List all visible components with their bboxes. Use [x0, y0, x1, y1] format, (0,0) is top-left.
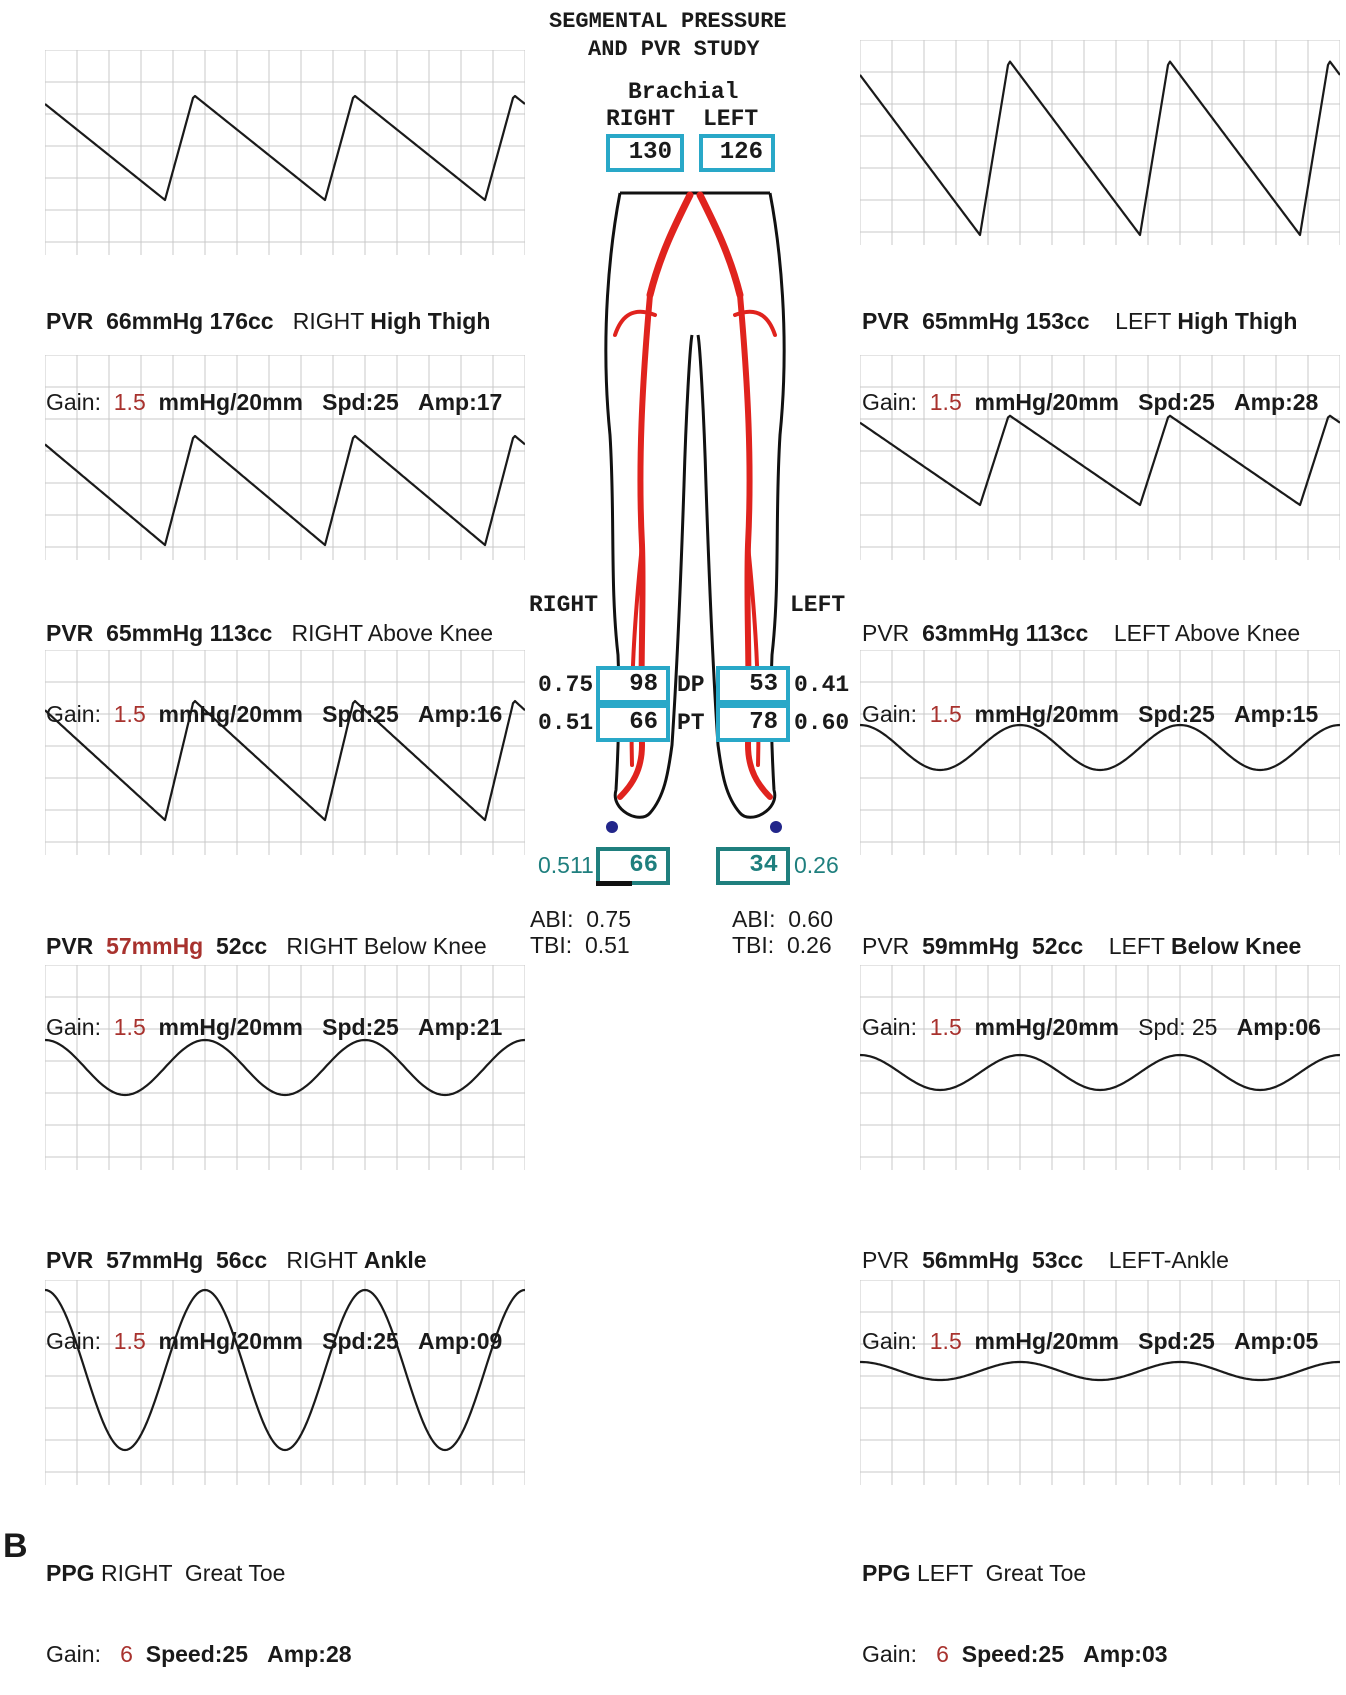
grid-lines: [860, 965, 1340, 1170]
grid-lines: [860, 1280, 1340, 1485]
caption-left-below-knee: PVR 59mmHg 52cc LEFT Below Knee Gain: 1.…: [862, 933, 1321, 1040]
waveform-right-above-knee: [45, 355, 525, 560]
brachial-left-label: LEFT: [703, 106, 759, 132]
right-tbi: TBI: 0.51: [530, 932, 630, 958]
grid-lines: [45, 50, 525, 255]
waveform-svg: [45, 50, 525, 255]
pulse-trace: [45, 94, 525, 202]
pulse-trace: [45, 1038, 525, 1097]
caption-right-above-knee: PVR 65mmHg 113cc RIGHT Above Knee Gain: …: [46, 620, 503, 727]
waveform-left-above-knee: [860, 355, 1340, 560]
title-line-1: SEGMENTAL PRESSURE: [549, 9, 787, 34]
brachial-left-value: 126: [699, 134, 775, 172]
grid-lines: [45, 965, 525, 1170]
right-toe-index: 0.511: [538, 852, 594, 878]
caption-left-ankle: PVR 56mmHg 53cc LEFT-Ankle Gain: 1.5 mmH…: [862, 1247, 1319, 1354]
dp-label: DP: [677, 672, 705, 698]
figure-label: B: [3, 1527, 28, 1565]
waveform-left-ankle: [860, 965, 1340, 1170]
left-tbi: TBI: 0.26: [732, 932, 832, 958]
right-dp-index: 0.75: [538, 672, 594, 698]
caption-right-ankle: PVR 57mmHg 56cc RIGHT Ankle Gain: 1.5 mm…: [46, 1247, 503, 1354]
right-dp-pressure: 98: [596, 666, 670, 704]
right-toe-sensor-icon: [606, 821, 618, 833]
pt-label: PT: [677, 710, 705, 736]
waveform-svg: [860, 1280, 1340, 1485]
waveform-svg: [45, 1280, 525, 1485]
title-line-2: AND PVR STUDY: [588, 37, 760, 62]
caption-right-below-knee: PVR 57mmHg 52cc RIGHT Below Knee Gain: 1…: [46, 933, 503, 1040]
brachial-right-value: 130: [606, 134, 684, 172]
caption-left-above-knee: PVR 63mmHg 113cc LEFT Above Knee Gain: 1…: [862, 620, 1319, 727]
waveform-right-great-toe: [45, 1280, 525, 1485]
waveform-svg: [45, 965, 525, 1170]
right-toe-pressure: 66: [596, 847, 670, 885]
pulse-trace: [45, 1288, 525, 1452]
grid-lines: [860, 355, 1340, 560]
left-pt-index: 0.60: [794, 710, 850, 736]
waveform-right-high-thigh: [45, 50, 525, 255]
pulse-trace: [860, 723, 1340, 772]
waveform-left-high-thigh: [860, 40, 1340, 245]
waveform-svg: [45, 355, 525, 560]
waveform-svg: [45, 650, 525, 855]
left-toe-pressure: 34: [716, 847, 790, 885]
brachial-right-label: RIGHT: [606, 106, 676, 132]
caption-left-high-thigh: PVR 65mmHg 153cc LEFT High Thigh Gain: 1…: [862, 308, 1319, 415]
leg-outline: [604, 191, 786, 819]
side-label-left: LEFT: [790, 592, 846, 618]
grid-lines: [860, 650, 1340, 855]
waveform-right-below-knee: [45, 650, 525, 855]
left-dp-pressure: 53: [716, 666, 790, 704]
waveform-right-ankle: [45, 965, 525, 1170]
right-toe-underline: [596, 881, 632, 886]
caption-right-high-thigh: PVR 66mmHg 176cc RIGHT High Thigh Gain: …: [46, 308, 503, 415]
right-pt-pressure: 66: [596, 704, 670, 742]
pulse-trace: [860, 60, 1340, 237]
caption-left-great-toe: PPG LEFT Great Toe Gain: 6 Speed:25 Amp:…: [862, 1560, 1168, 1667]
waveform-left-below-knee: [860, 650, 1340, 855]
right-pt-index: 0.51: [538, 710, 594, 736]
left-pt-pressure: 78: [716, 704, 790, 742]
waveform-svg: [860, 965, 1340, 1170]
pulse-trace: [45, 700, 525, 822]
left-toe-sensor-icon: [770, 821, 782, 833]
side-label-right: RIGHT: [529, 592, 599, 618]
left-dp-index: 0.41: [794, 672, 850, 698]
brachial-label: Brachial: [628, 79, 739, 105]
waveform-svg: [860, 40, 1340, 245]
waveform-left-great-toe: [860, 1280, 1340, 1485]
waveform-svg: [860, 355, 1340, 560]
left-abi: ABI: 0.60: [732, 906, 834, 932]
grid-lines: [860, 40, 1340, 245]
pulse-trace: [45, 434, 525, 547]
legs-illustration: [604, 191, 786, 833]
left-toe-index: 0.26: [794, 852, 839, 878]
grid-lines: [45, 1280, 525, 1485]
right-abi: ABI: 0.75: [530, 906, 632, 932]
waveform-svg: [860, 650, 1340, 855]
grid-lines: [45, 650, 525, 855]
pulse-trace: [860, 1360, 1340, 1382]
pulse-trace: [860, 414, 1340, 507]
caption-right-great-toe: PPG RIGHT Great Toe Gain: 6 Speed:25 Amp…: [46, 1560, 352, 1667]
pulse-trace: [860, 1053, 1340, 1092]
